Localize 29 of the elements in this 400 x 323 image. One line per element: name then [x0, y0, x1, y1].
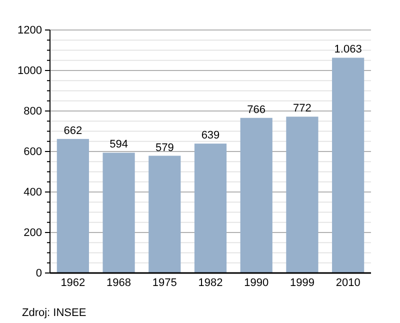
data-label: 766 [247, 104, 266, 116]
y-tick-label: 1000 [18, 65, 42, 78]
y-tick-label: 800 [24, 106, 42, 118]
x-tick-label: 2010 [336, 276, 360, 289]
x-tick-label: 1962 [60, 276, 86, 289]
x-tick-label: 1968 [106, 276, 132, 289]
bar [286, 116, 318, 273]
x-tick-label: 1999 [290, 276, 314, 289]
y-tick-label: 1200 [18, 24, 42, 37]
data-label: 579 [155, 142, 174, 154]
data-label: 662 [64, 124, 82, 137]
x-tick-label: 1982 [198, 276, 223, 289]
y-tick-label: 200 [24, 227, 42, 240]
bar [56, 138, 89, 273]
y-tick-label: 600 [24, 146, 42, 158]
y-tick-label: 400 [24, 186, 42, 199]
data-label: 772 [293, 102, 312, 115]
bar [240, 118, 272, 273]
x-tick-label: 1975 [152, 276, 177, 289]
bar [194, 144, 227, 273]
x-tick-label: 1990 [244, 276, 269, 289]
data-label: 1.063 [334, 44, 362, 56]
bar [102, 152, 135, 273]
y-tick-label: 0 [36, 268, 42, 280]
data-label: 639 [201, 130, 220, 142]
bar [148, 156, 181, 273]
text: Zdroj: INSEE [22, 307, 86, 319]
bar [332, 58, 364, 273]
data-label: 594 [110, 138, 128, 151]
